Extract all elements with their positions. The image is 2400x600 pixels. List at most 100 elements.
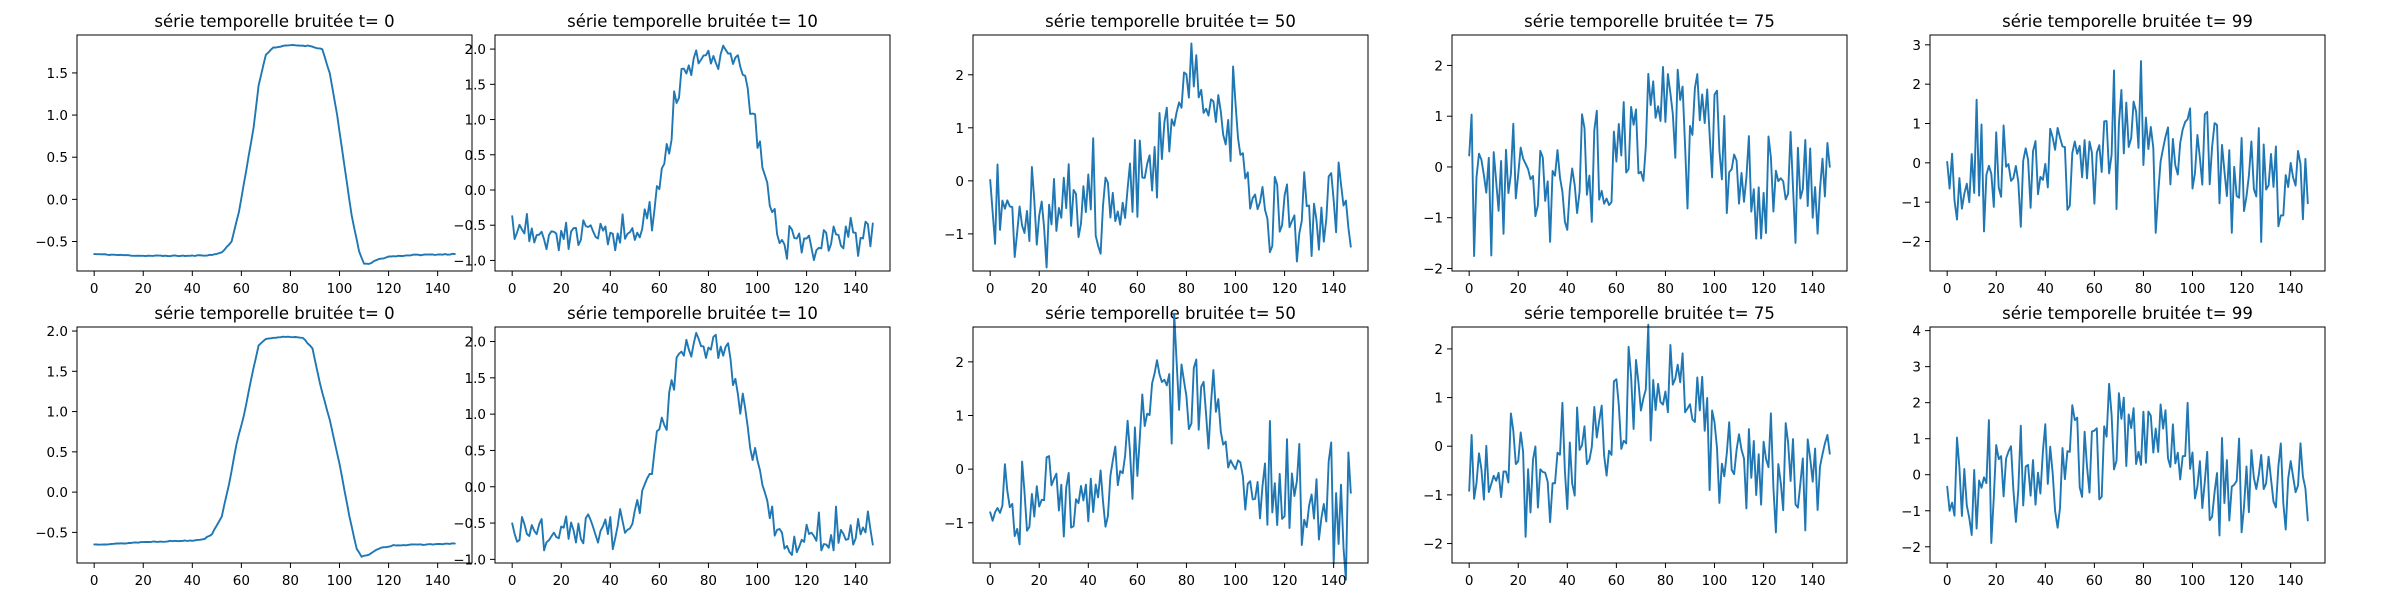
x-tick-label: 100 <box>2180 281 2206 297</box>
y-tick-label: −1 <box>1423 488 1443 504</box>
y-tick-label: 2 <box>1912 77 1921 93</box>
x-tick-label: 60 <box>233 573 250 589</box>
y-tick-label: 1.0 <box>465 113 486 129</box>
axes-frame <box>972 326 1369 564</box>
x-tick-label: 80 <box>1178 281 1195 297</box>
x-tick-label: 60 <box>651 281 668 297</box>
panel-title: série temporelle bruitée t= 50 <box>1045 12 1296 31</box>
x-tick-label: 80 <box>282 573 299 589</box>
x-tick-label: 0 <box>986 281 995 297</box>
x-tick-label: 40 <box>184 281 201 297</box>
x-tick-label: 20 <box>1510 573 1527 589</box>
x-tick-label: 100 <box>2180 573 2206 589</box>
x-tick-label: 120 <box>1751 281 1777 297</box>
x-tick-label: 20 <box>553 281 570 297</box>
y-tick-label: −2 <box>1901 235 1921 251</box>
y-tick-label: 1 <box>955 409 964 425</box>
series-line <box>1946 60 2309 243</box>
x-tick-label: 140 <box>1800 281 1826 297</box>
panel-title: série temporelle bruitée t= 75 <box>1524 304 1775 323</box>
y-tick-label: 2 <box>1434 58 1443 74</box>
series-line <box>1946 382 2309 544</box>
y-tick-label: 0 <box>1912 468 1921 484</box>
x-tick-label: 100 <box>745 573 771 589</box>
series-line <box>1468 323 1831 538</box>
x-tick-label: 0 <box>90 281 99 297</box>
y-tick-label: 2 <box>1434 342 1443 358</box>
panel-title: série temporelle bruitée t= 99 <box>2002 12 2253 31</box>
x-tick-label: 60 <box>1608 281 1625 297</box>
x-tick-label: 40 <box>602 573 619 589</box>
x-tick-label: 60 <box>1608 573 1625 589</box>
y-tick-label: 1.5 <box>465 371 486 387</box>
y-tick-label: 1 <box>955 121 964 137</box>
series-line <box>989 312 1352 581</box>
subplot-panel: série temporelle bruitée t= 0 0 20 40 60 80 10… <box>35 12 473 297</box>
y-tick-label: 2.0 <box>47 324 68 340</box>
x-tick-label: 140 <box>1800 573 1826 589</box>
x-tick-label: 140 <box>1321 573 1347 589</box>
axes-frame <box>76 326 473 564</box>
y-tick-label: 2 <box>955 68 964 84</box>
y-tick-label: 2.0 <box>465 42 486 58</box>
x-tick-label: 60 <box>2086 281 2103 297</box>
x-tick-label: 0 <box>986 573 995 589</box>
y-tick-label: 2.0 <box>465 335 486 351</box>
axes-frame <box>494 326 891 564</box>
y-tick-label: −2 <box>1423 537 1443 553</box>
x-tick-label: 40 <box>2037 573 2054 589</box>
series-line <box>93 335 456 558</box>
y-tick-label: −1 <box>1423 211 1443 227</box>
x-tick-label: 60 <box>2086 573 2103 589</box>
series-line <box>93 43 456 265</box>
y-tick-label: −1 <box>1901 504 1921 520</box>
y-tick-label: 0.5 <box>465 148 486 164</box>
y-tick-label: 1 <box>1912 432 1921 448</box>
y-tick-label: 1.5 <box>465 77 486 93</box>
x-tick-label: 80 <box>282 281 299 297</box>
x-tick-label: 20 <box>1031 281 1048 297</box>
y-tick-label: 0.0 <box>47 192 68 208</box>
axes-frame <box>494 34 891 272</box>
axes-frame <box>972 34 1369 272</box>
x-tick-label: 60 <box>1129 573 1146 589</box>
panel-title: série temporelle bruitée t= 10 <box>567 304 818 323</box>
y-tick-label: −0.5 <box>453 218 486 234</box>
x-tick-label: 80 <box>1657 573 1674 589</box>
x-tick-label: 120 <box>1272 573 1298 589</box>
y-tick-label: 4 <box>1912 324 1921 340</box>
x-tick-label: 80 <box>700 573 717 589</box>
y-tick-label: 3 <box>1912 38 1921 54</box>
y-tick-label: 0.5 <box>47 445 68 461</box>
subplot-panel: série temporelle bruitée t= 10 0 20 40 60 80 1… <box>453 12 891 297</box>
y-tick-label: 0 <box>955 462 964 478</box>
x-tick-label: 100 <box>745 281 771 297</box>
subplot-panel: série temporelle bruitée t= 750 20 40 60 80 1… <box>1423 12 1848 297</box>
panel-title: série temporelle bruitée t= 99 <box>2002 304 2253 323</box>
y-tick-label: −0.5 <box>35 525 68 541</box>
y-tick-label: 1.0 <box>465 407 486 423</box>
panel-title: série temporelle bruitée t= 0 <box>154 12 394 31</box>
y-tick-label: 3 <box>1912 360 1921 376</box>
y-tick-label: −2 <box>1423 261 1443 277</box>
x-tick-label: 100 <box>1223 573 1249 589</box>
series-line <box>511 331 874 556</box>
x-tick-label: 120 <box>794 281 820 297</box>
x-tick-label: 140 <box>2278 281 2304 297</box>
subplot-panel: série temporelle bruitée t= 10 0 20 40 60 80 1… <box>453 304 891 589</box>
x-tick-label: 0 <box>1465 281 1474 297</box>
y-tick-label: 0.0 <box>465 480 486 496</box>
axes-frame <box>1451 34 1848 272</box>
x-tick-label: 80 <box>2135 573 2152 589</box>
subplot-panel: série temporelle bruitée t= 750 20 40 60 80 1… <box>1423 304 1848 589</box>
axes-frame <box>1929 326 2326 564</box>
x-tick-label: 20 <box>1988 281 2005 297</box>
x-tick-label: 20 <box>1510 281 1527 297</box>
x-tick-label: 20 <box>1031 573 1048 589</box>
x-tick-label: 40 <box>184 573 201 589</box>
x-tick-label: 0 <box>1943 573 1952 589</box>
y-tick-label: 1 <box>1912 117 1921 133</box>
x-tick-label: 20 <box>135 281 152 297</box>
x-tick-label: 20 <box>1988 573 2005 589</box>
